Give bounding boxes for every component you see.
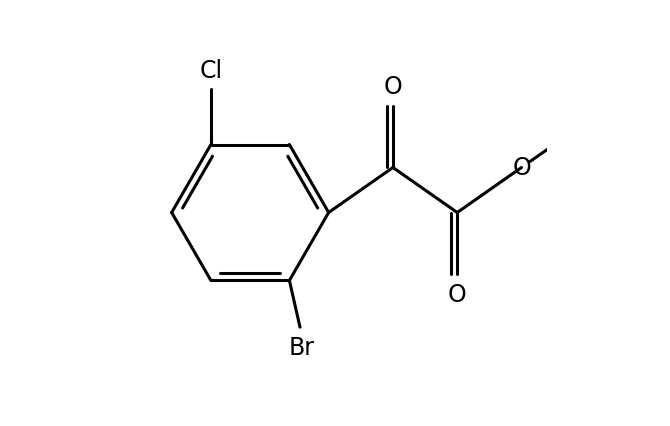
Text: Cl: Cl: [200, 59, 222, 83]
Text: O: O: [383, 75, 402, 99]
Text: O: O: [448, 282, 466, 306]
Text: Br: Br: [289, 335, 315, 359]
Text: O: O: [512, 156, 531, 180]
